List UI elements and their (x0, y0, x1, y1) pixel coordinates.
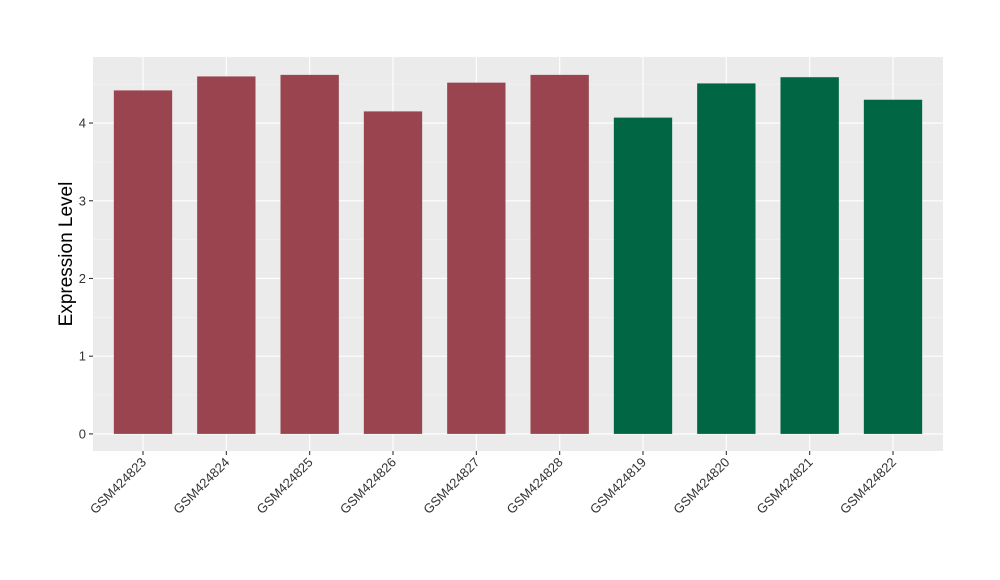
x-tick-label: GSM424825 (254, 455, 316, 517)
y-axis-title: Expression Level (56, 182, 77, 327)
bar-GSM424825 (280, 74, 339, 434)
y-tick-label: 1 (79, 349, 86, 364)
x-tick-label: GSM424822 (837, 455, 899, 517)
x-tick-label: GSM424820 (670, 455, 732, 517)
bar-GSM424820 (697, 83, 756, 434)
bar-GSM424824 (197, 76, 256, 434)
bar-GSM424821 (780, 77, 839, 434)
y-tick-label: 0 (79, 426, 86, 441)
x-tick-label: GSM424824 (170, 455, 232, 517)
x-tick-label: GSM424827 (420, 455, 482, 517)
y-axis-ticks: 0 1 2 3 4 (79, 116, 93, 441)
bar-GSM424822 (863, 99, 923, 434)
x-tick-label: GSM424826 (337, 455, 399, 517)
x-axis-ticks: GSM424823 GSM424824 GSM424825 GSM424826 GSM4… (87, 451, 899, 517)
x-tick-label: GSM424823 (87, 455, 149, 517)
bar-GSM424828 (530, 74, 589, 434)
x-tick-label: GSM424821 (754, 455, 816, 517)
x-tick-label: GSM424819 (587, 455, 649, 517)
bar-GSM424827 (447, 82, 506, 434)
x-tick-label: GSM424828 (504, 455, 566, 517)
y-tick-label: 3 (79, 193, 86, 208)
bar-GSM424823 (113, 90, 173, 434)
y-tick-label: 2 (79, 271, 86, 286)
bars (113, 74, 923, 434)
bar-GSM424819 (613, 117, 673, 434)
bar-GSM424826 (363, 111, 423, 434)
y-tick-label: 4 (79, 116, 86, 131)
